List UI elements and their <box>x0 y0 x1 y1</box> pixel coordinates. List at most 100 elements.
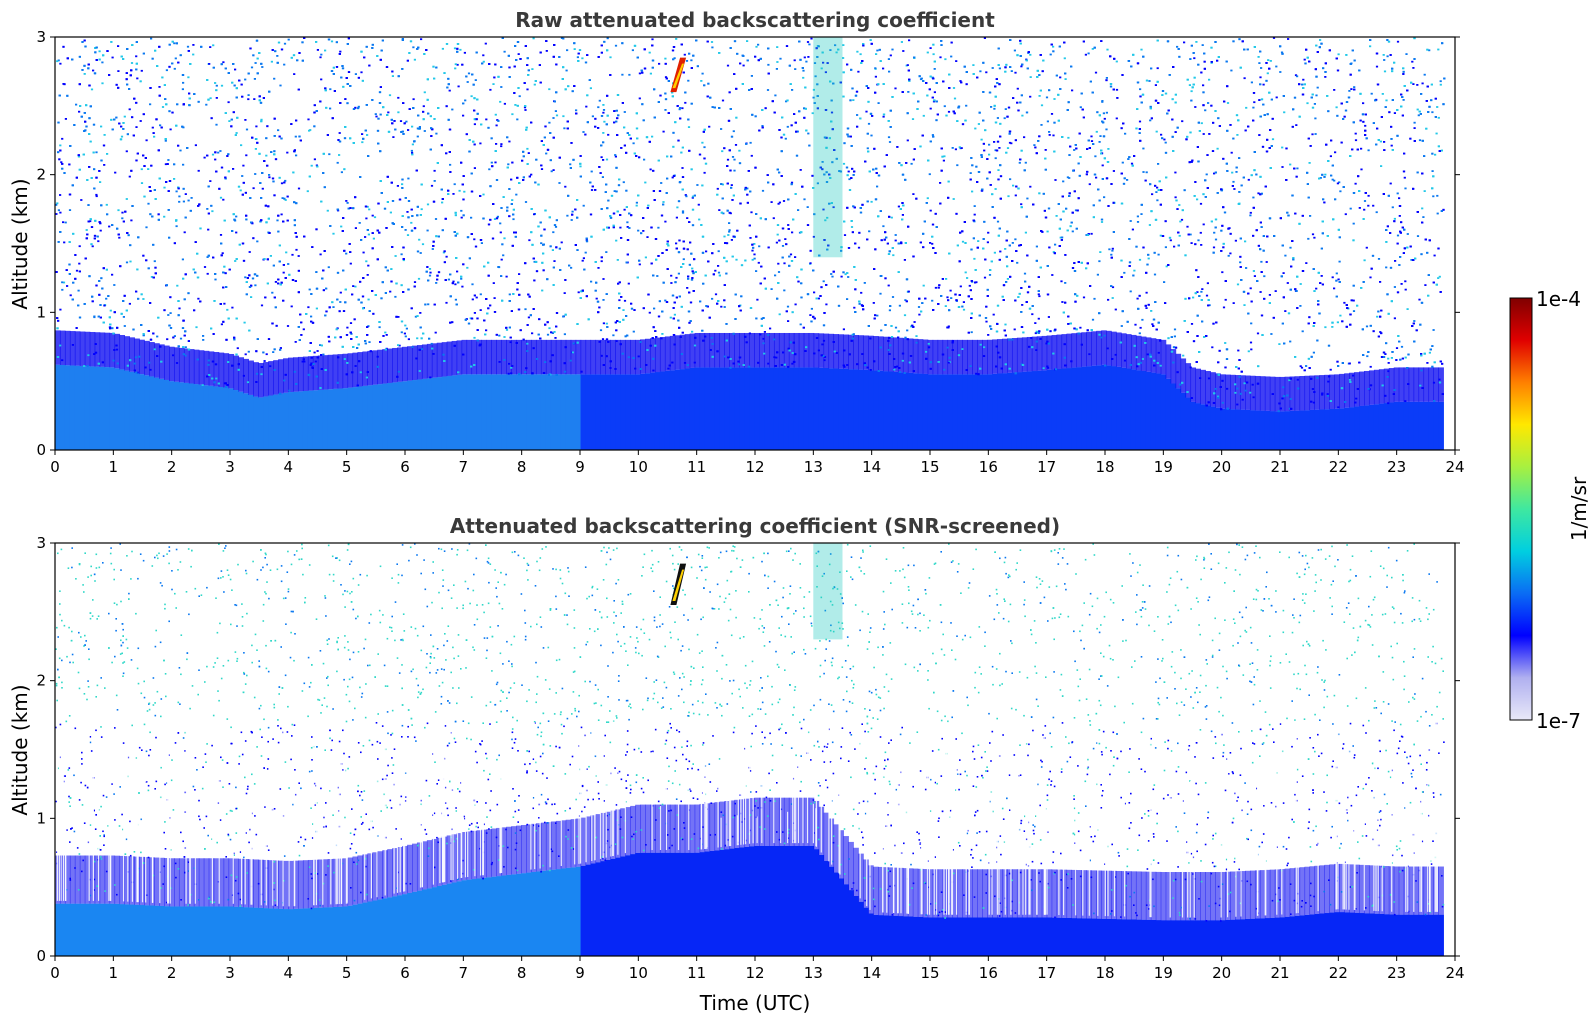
backscatter-pixel <box>1438 275 1441 278</box>
backscatter-pixel <box>235 215 238 218</box>
backscatter-pixel <box>282 271 285 274</box>
backscatter-pixel <box>1275 96 1278 99</box>
backscatter-pixel <box>480 242 483 244</box>
backscatter-pixel <box>1141 358 1144 360</box>
boundary-layer-column <box>164 379 170 450</box>
backscatter-pixel <box>1029 53 1032 56</box>
backscatter-pixel <box>1289 163 1292 166</box>
backscatter-pixel <box>149 368 152 371</box>
backscatter-pixel <box>140 69 143 72</box>
backscatter-pixel <box>495 124 498 127</box>
backscatter-pixel <box>776 61 779 63</box>
backscatter-pixel <box>623 299 627 302</box>
boundary-layer-column <box>1026 371 1033 450</box>
backscatter-pixel <box>1432 329 1435 331</box>
backscatter-pixel <box>750 211 753 214</box>
backscatter-pixel <box>554 337 557 339</box>
backscatter-pixel <box>1432 195 1435 198</box>
backscatter-pixel <box>833 350 836 353</box>
backscatter-pixel <box>1164 141 1167 144</box>
backscatter-pixel <box>499 222 502 225</box>
backscatter-pixel <box>1103 117 1106 120</box>
backscatter-pixel <box>123 115 126 118</box>
backscatter-pixel <box>95 195 98 198</box>
backscatter-pixel <box>1354 182 1357 185</box>
backscatter-pixel <box>261 187 264 190</box>
backscatter-pixel <box>705 250 708 253</box>
backscatter-pixel <box>552 117 555 119</box>
boundary-layer-column <box>471 374 478 450</box>
backscatter-pixel <box>1303 58 1306 61</box>
backscatter-pixel <box>799 323 802 326</box>
backscatter-pixel <box>1111 297 1114 299</box>
backscatter-pixel <box>507 163 510 166</box>
boundary-layer-column <box>1423 401 1430 450</box>
backscatter-pixel <box>1045 96 1049 99</box>
backscatter-pixel <box>759 333 762 336</box>
backscatter-pixel <box>626 226 629 228</box>
boundary-layer-column <box>828 368 835 450</box>
backscatter-pixel <box>297 187 301 190</box>
boundary-layer-column <box>635 374 641 450</box>
backscatter-pixel <box>192 44 195 46</box>
backscatter-pixel <box>340 225 343 228</box>
backscatter-pixel <box>214 278 217 281</box>
backscatter-pixel <box>602 299 605 301</box>
backscatter-pixel <box>61 137 64 140</box>
boundary-layer-column <box>853 369 859 450</box>
backscatter-pixel <box>844 273 847 276</box>
boundary-layer-column <box>1408 401 1415 450</box>
backscatter-pixel <box>726 64 730 67</box>
backscatter-pixel <box>943 105 946 108</box>
backscatter-pixel <box>1091 48 1094 50</box>
backscatter-pixel <box>820 67 823 70</box>
backscatter-pixel <box>876 49 879 52</box>
boundary-layer-column <box>1294 410 1301 450</box>
backscatter-pixel <box>329 107 332 110</box>
backscatter-pixel <box>1410 259 1413 261</box>
backscatter-pixel <box>717 250 720 253</box>
backscatter-pixel <box>1105 111 1108 114</box>
backscatter-pixel <box>1012 184 1015 187</box>
backscatter-pixel <box>503 336 506 338</box>
backscatter-pixel <box>397 111 400 114</box>
backscatter-pixel <box>802 69 805 72</box>
backscatter-pixel <box>1329 368 1332 371</box>
boundary-layer-column <box>1086 366 1092 450</box>
backscatter-pixel <box>662 201 665 203</box>
boundary-layer-column <box>550 374 557 450</box>
backscatter-pixel <box>781 245 785 247</box>
backscatter-pixel <box>1006 147 1010 149</box>
backscatter-pixel <box>1412 67 1415 69</box>
backscatter-pixel <box>1299 283 1302 285</box>
backscatter-pixel <box>1372 204 1375 207</box>
backscatter-pixel <box>518 95 521 98</box>
backscatter-pixel <box>494 161 497 164</box>
backscatter-pixel <box>798 231 802 234</box>
backscatter-pixel <box>240 144 243 147</box>
boundary-layer-column <box>104 367 111 450</box>
backscatter-pixel <box>175 190 178 193</box>
backscatter-pixel <box>114 171 117 174</box>
backscatter-pixel <box>623 111 626 113</box>
backscatter-pixel <box>150 276 153 278</box>
backscatter-pixel <box>280 213 283 216</box>
backscatter-pixel <box>960 147 963 149</box>
backscatter-pixel <box>1134 323 1137 326</box>
backscatter-pixel <box>197 169 200 172</box>
backscatter-pixel <box>1213 231 1216 234</box>
backscatter-pixel <box>178 195 181 198</box>
backscatter-pixel <box>1114 308 1117 311</box>
boundary-layer-column <box>278 393 284 450</box>
backscatter-pixel <box>1094 155 1097 158</box>
backscatter-pixel <box>1252 196 1255 199</box>
backscatter-pixel <box>766 89 770 91</box>
backscatter-pixel <box>1046 120 1049 123</box>
backscatter-pixel <box>875 53 878 55</box>
backscatter-pixel <box>721 183 724 186</box>
aerosol-layer-column <box>1364 370 1370 406</box>
backscatter-pixel <box>945 278 948 280</box>
boundary-layer-column <box>1428 401 1435 450</box>
backscatter-pixel <box>711 297 714 300</box>
boundary-layer-column <box>1111 366 1117 450</box>
